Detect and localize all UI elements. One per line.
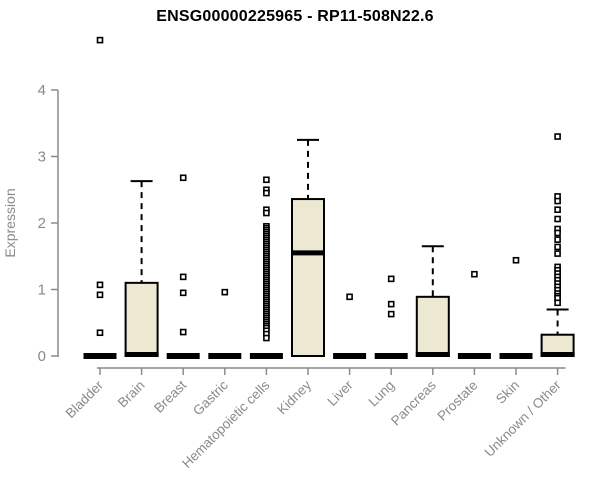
outlier-point [263, 189, 270, 197]
outlier-point [554, 236, 561, 243]
outlier-point [263, 209, 270, 217]
outlier-point [346, 293, 353, 301]
outlier-point [554, 243, 561, 251]
collapsed-box [457, 353, 491, 359]
outlier-point [554, 250, 561, 257]
collapsed-box [208, 353, 242, 359]
x-category-label: Skin [493, 378, 522, 407]
x-category-label: Kidney [274, 377, 314, 417]
y-tick-label: 4 [38, 82, 46, 99]
outlier-point [512, 256, 520, 264]
outlier-point [471, 270, 478, 278]
collapsed-box [333, 353, 367, 359]
x-category-label: Bladder [63, 377, 107, 421]
outlier-point [554, 229, 561, 237]
x-category-label: Liver [324, 377, 356, 409]
outlier-point [387, 300, 395, 308]
outlier-point [554, 299, 561, 307]
outlier-point [263, 176, 270, 184]
outlier-point [221, 288, 229, 296]
y-tick-label: 1 [38, 282, 46, 299]
outlier-point [179, 273, 187, 281]
chart-title: ENSG00000225965 - RP11-508N22.6 [156, 8, 434, 25]
box [415, 295, 450, 358]
outlier-point [554, 133, 561, 140]
x-category-label: Prostate [434, 378, 480, 424]
outlier-point [554, 215, 561, 223]
outlier-point [96, 281, 104, 289]
y-tick-label: 3 [38, 149, 46, 166]
outlier-point [554, 206, 561, 213]
x-category-label: Unknown / Other [481, 377, 564, 460]
x-category-label: Lung [365, 378, 397, 410]
collapsed-box [249, 353, 283, 359]
collapsed-box [83, 353, 117, 359]
outlier-point [179, 328, 187, 336]
collapsed-box [166, 353, 200, 359]
x-category-label: Pancreas [388, 377, 439, 428]
outlier-point [554, 197, 561, 205]
box [124, 281, 159, 358]
collapsed-box [499, 353, 533, 359]
y-tick-label: 0 [38, 348, 46, 365]
outlier-point [96, 291, 104, 299]
outlier-point [387, 275, 395, 283]
outlier-point [96, 36, 104, 44]
outlier-point [387, 310, 395, 318]
box [291, 198, 325, 357]
y-tick-label: 2 [38, 215, 46, 232]
x-category-label: Gastric [190, 377, 231, 418]
outlier-point [263, 334, 270, 342]
x-category-label: Breast [151, 377, 189, 415]
x-category-label: Brain [115, 378, 148, 411]
collapsed-box [374, 353, 408, 359]
outlier-point [179, 174, 187, 182]
outlier-point [96, 329, 104, 337]
outlier-point [179, 289, 187, 297]
